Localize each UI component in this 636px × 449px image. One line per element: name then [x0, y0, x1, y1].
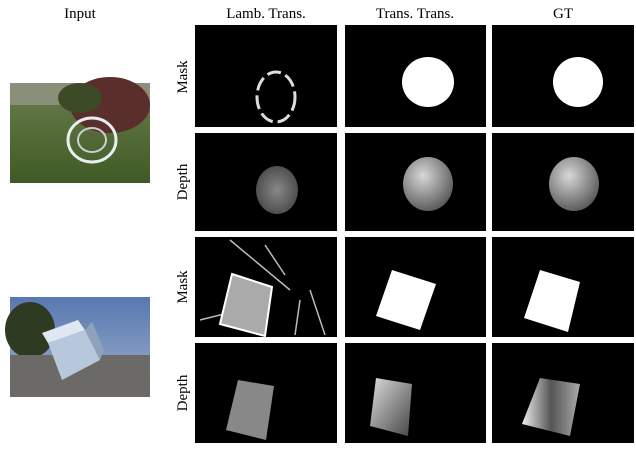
mask	[524, 270, 580, 332]
column-header: Input	[64, 6, 96, 22]
mask	[402, 57, 454, 107]
mask	[553, 57, 603, 107]
input-image	[5, 297, 150, 397]
result-image	[345, 343, 486, 443]
depth	[226, 380, 274, 440]
mask	[255, 70, 297, 124]
depth	[370, 378, 412, 436]
depth	[522, 378, 580, 436]
input-image	[10, 77, 150, 183]
row-label: Depth	[175, 163, 191, 200]
depth	[256, 166, 298, 214]
mask	[199, 239, 326, 336]
mask	[218, 272, 274, 338]
column-header: Trans. Trans.	[376, 6, 454, 22]
row-label: Mask	[175, 60, 191, 94]
column-header: Lamb. Trans.	[226, 6, 306, 22]
depth	[403, 157, 453, 211]
column-header: GT	[553, 6, 573, 22]
row-label: Mask	[175, 270, 191, 304]
depth	[549, 157, 599, 211]
mask	[376, 270, 436, 330]
result-image	[195, 25, 337, 127]
row-label: Depth	[175, 374, 191, 411]
